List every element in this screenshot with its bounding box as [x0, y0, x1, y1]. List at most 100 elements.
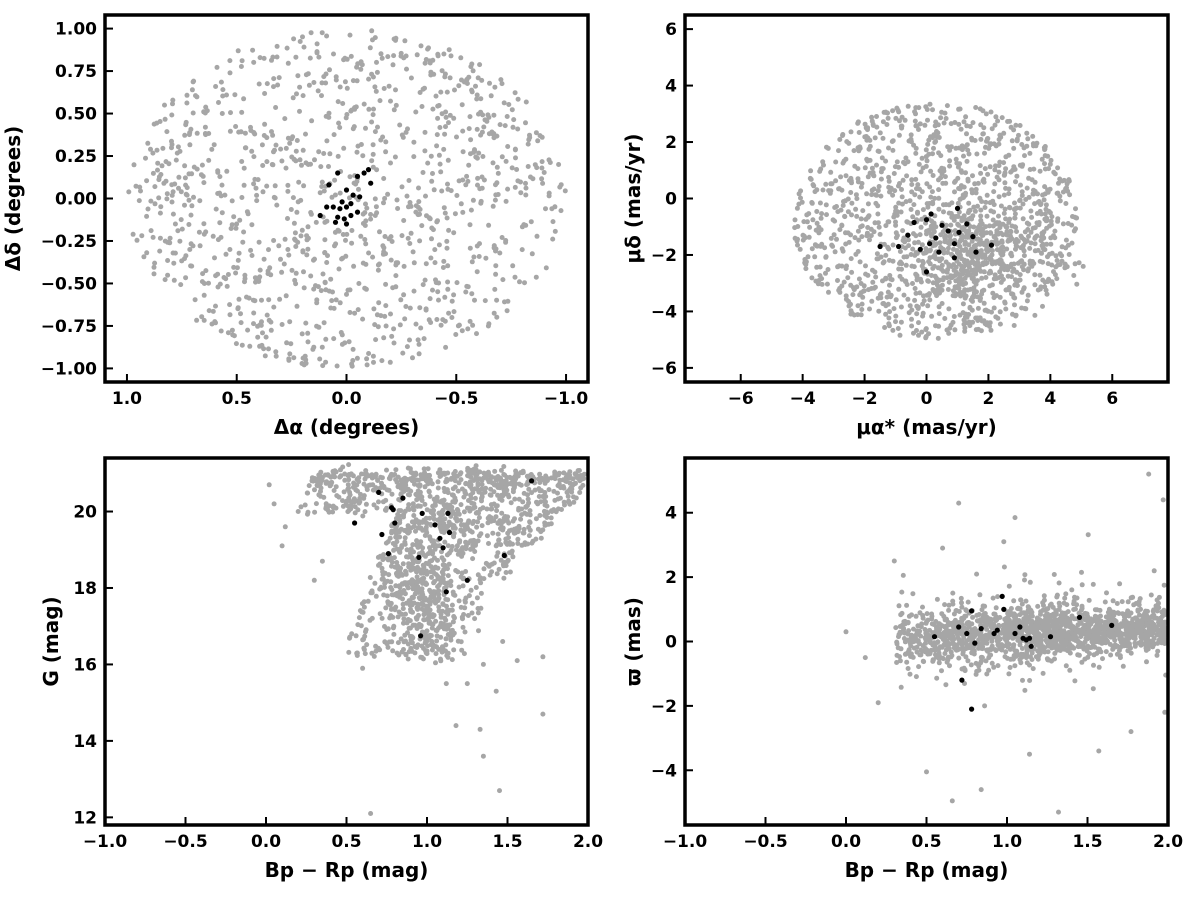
field-star-point	[462, 488, 468, 494]
field-star-point	[297, 157, 303, 163]
field-star-point	[402, 535, 408, 541]
field-star-point	[984, 192, 990, 198]
field-star-point	[347, 635, 352, 641]
field-star-point	[832, 205, 838, 210]
field-star-point	[498, 542, 504, 548]
y-axis-title-position: Δδ (degrees)	[1, 126, 25, 272]
field-star-point	[952, 327, 958, 333]
field-star-point	[988, 327, 994, 333]
field-star-point	[392, 607, 398, 613]
field-star-point	[411, 139, 417, 145]
field-star-point	[156, 195, 162, 201]
field-star-point	[282, 116, 288, 122]
field-star-point	[956, 121, 962, 127]
field-star-point	[373, 471, 379, 477]
field-star-point	[385, 191, 391, 197]
field-star-point	[523, 222, 529, 228]
field-star-point	[993, 143, 999, 149]
field-star-point	[259, 297, 264, 303]
field-star-point	[201, 292, 207, 298]
field-star-point	[1027, 150, 1033, 156]
field-star-point	[864, 191, 870, 197]
field-star-point	[930, 287, 936, 292]
field-star-point	[474, 269, 480, 275]
field-star-point	[469, 259, 475, 265]
member-star-point	[392, 520, 398, 526]
field-star-point	[441, 205, 447, 211]
field-star-point	[887, 309, 893, 315]
field-star-point	[996, 137, 1002, 142]
field-star-point	[454, 518, 460, 524]
field-star-point	[335, 153, 341, 159]
field-star-point	[885, 110, 890, 116]
field-star-point	[447, 502, 453, 508]
field-star-point	[828, 169, 834, 175]
field-star-point	[964, 158, 970, 164]
field-star-point	[506, 102, 512, 107]
field-star-point	[897, 118, 902, 124]
field-star-point	[459, 614, 465, 620]
field-star-point	[1044, 291, 1050, 297]
field-star-point	[337, 125, 343, 130]
field-star-point	[389, 559, 395, 565]
field-star-point	[385, 626, 391, 632]
field-star-point	[155, 167, 160, 173]
field-star-point	[463, 569, 469, 574]
field-star-point	[319, 558, 325, 564]
field-star-point	[914, 273, 920, 278]
field-star-point	[482, 298, 488, 304]
field-star-point	[192, 297, 198, 303]
field-star-point	[372, 580, 378, 586]
field-star-point	[175, 228, 181, 234]
field-star-point	[423, 603, 429, 609]
field-star-point	[271, 501, 277, 507]
field-star-point	[259, 319, 264, 325]
field-star-point	[463, 546, 469, 552]
field-star-point	[409, 555, 415, 561]
field-star-point	[391, 340, 397, 346]
field-star-point	[973, 105, 979, 110]
field-star-point	[297, 39, 303, 44]
field-star-point	[319, 179, 325, 185]
field-star-point	[416, 595, 422, 601]
field-star-point	[435, 115, 441, 121]
field-star-point	[914, 311, 920, 317]
field-star-point	[427, 601, 433, 607]
field-star-point	[459, 102, 465, 108]
field-star-point	[881, 301, 887, 306]
field-star-point	[488, 518, 494, 524]
field-star-point	[930, 265, 936, 271]
field-star-point	[1023, 598, 1029, 604]
field-star-point	[390, 285, 396, 291]
field-star-point	[375, 267, 381, 273]
field-star-point	[431, 516, 437, 522]
field-star-point	[460, 209, 466, 215]
field-star-point	[432, 643, 438, 649]
field-star-point	[354, 355, 360, 361]
field-star-point	[273, 349, 279, 355]
field-star-point	[890, 327, 896, 333]
field-star-point	[1035, 247, 1041, 253]
field-star-point	[1054, 276, 1060, 282]
field-star-point	[462, 598, 468, 603]
field-star-point	[477, 186, 483, 192]
field-star-point	[1009, 253, 1015, 259]
field-star-point	[383, 251, 388, 257]
field-star-point	[443, 642, 449, 648]
field-star-point	[577, 490, 583, 495]
field-star-point	[395, 512, 401, 517]
field-star-point	[433, 651, 439, 657]
field-star-point	[255, 177, 261, 183]
field-star-point	[346, 477, 352, 483]
field-star-point	[408, 609, 414, 615]
field-star-point	[419, 606, 425, 612]
field-star-point	[393, 583, 399, 589]
field-star-point	[360, 665, 366, 671]
field-star-point	[260, 163, 266, 168]
field-star-point	[475, 572, 481, 578]
y-axis-title-cmd: G (mag)	[39, 596, 63, 686]
field-star-point	[461, 528, 467, 533]
field-star-point	[177, 238, 183, 244]
field-star-point	[436, 103, 442, 108]
field-star-point	[896, 164, 902, 170]
